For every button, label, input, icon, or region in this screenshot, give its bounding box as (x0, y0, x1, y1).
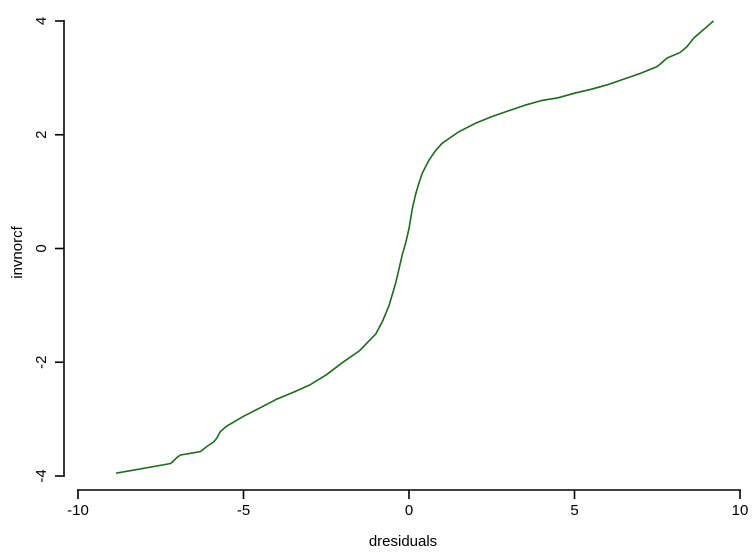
y-tick-label: 0 (33, 244, 50, 252)
x-tick-label: 10 (732, 502, 749, 519)
x-axis-title: dresiduals (369, 533, 437, 550)
y-tick-label: 2 (33, 131, 50, 139)
x-tick-label: 0 (405, 502, 413, 519)
series-line (115, 20, 715, 474)
y-tick-label: 4 (33, 17, 50, 25)
y-ticks: -4 -2 0 2 4 (33, 17, 64, 483)
data-line-layer (115, 20, 715, 474)
y-tick-label: -4 (33, 469, 50, 482)
y-axis-title: invnorcf (9, 225, 26, 278)
x-tick-label: -10 (67, 502, 89, 519)
x-tick-label: -5 (237, 502, 250, 519)
y-tick-label: -2 (33, 356, 50, 369)
x-ticks: -10 -5 0 5 10 (67, 490, 748, 519)
x-tick-label: 5 (570, 502, 578, 519)
